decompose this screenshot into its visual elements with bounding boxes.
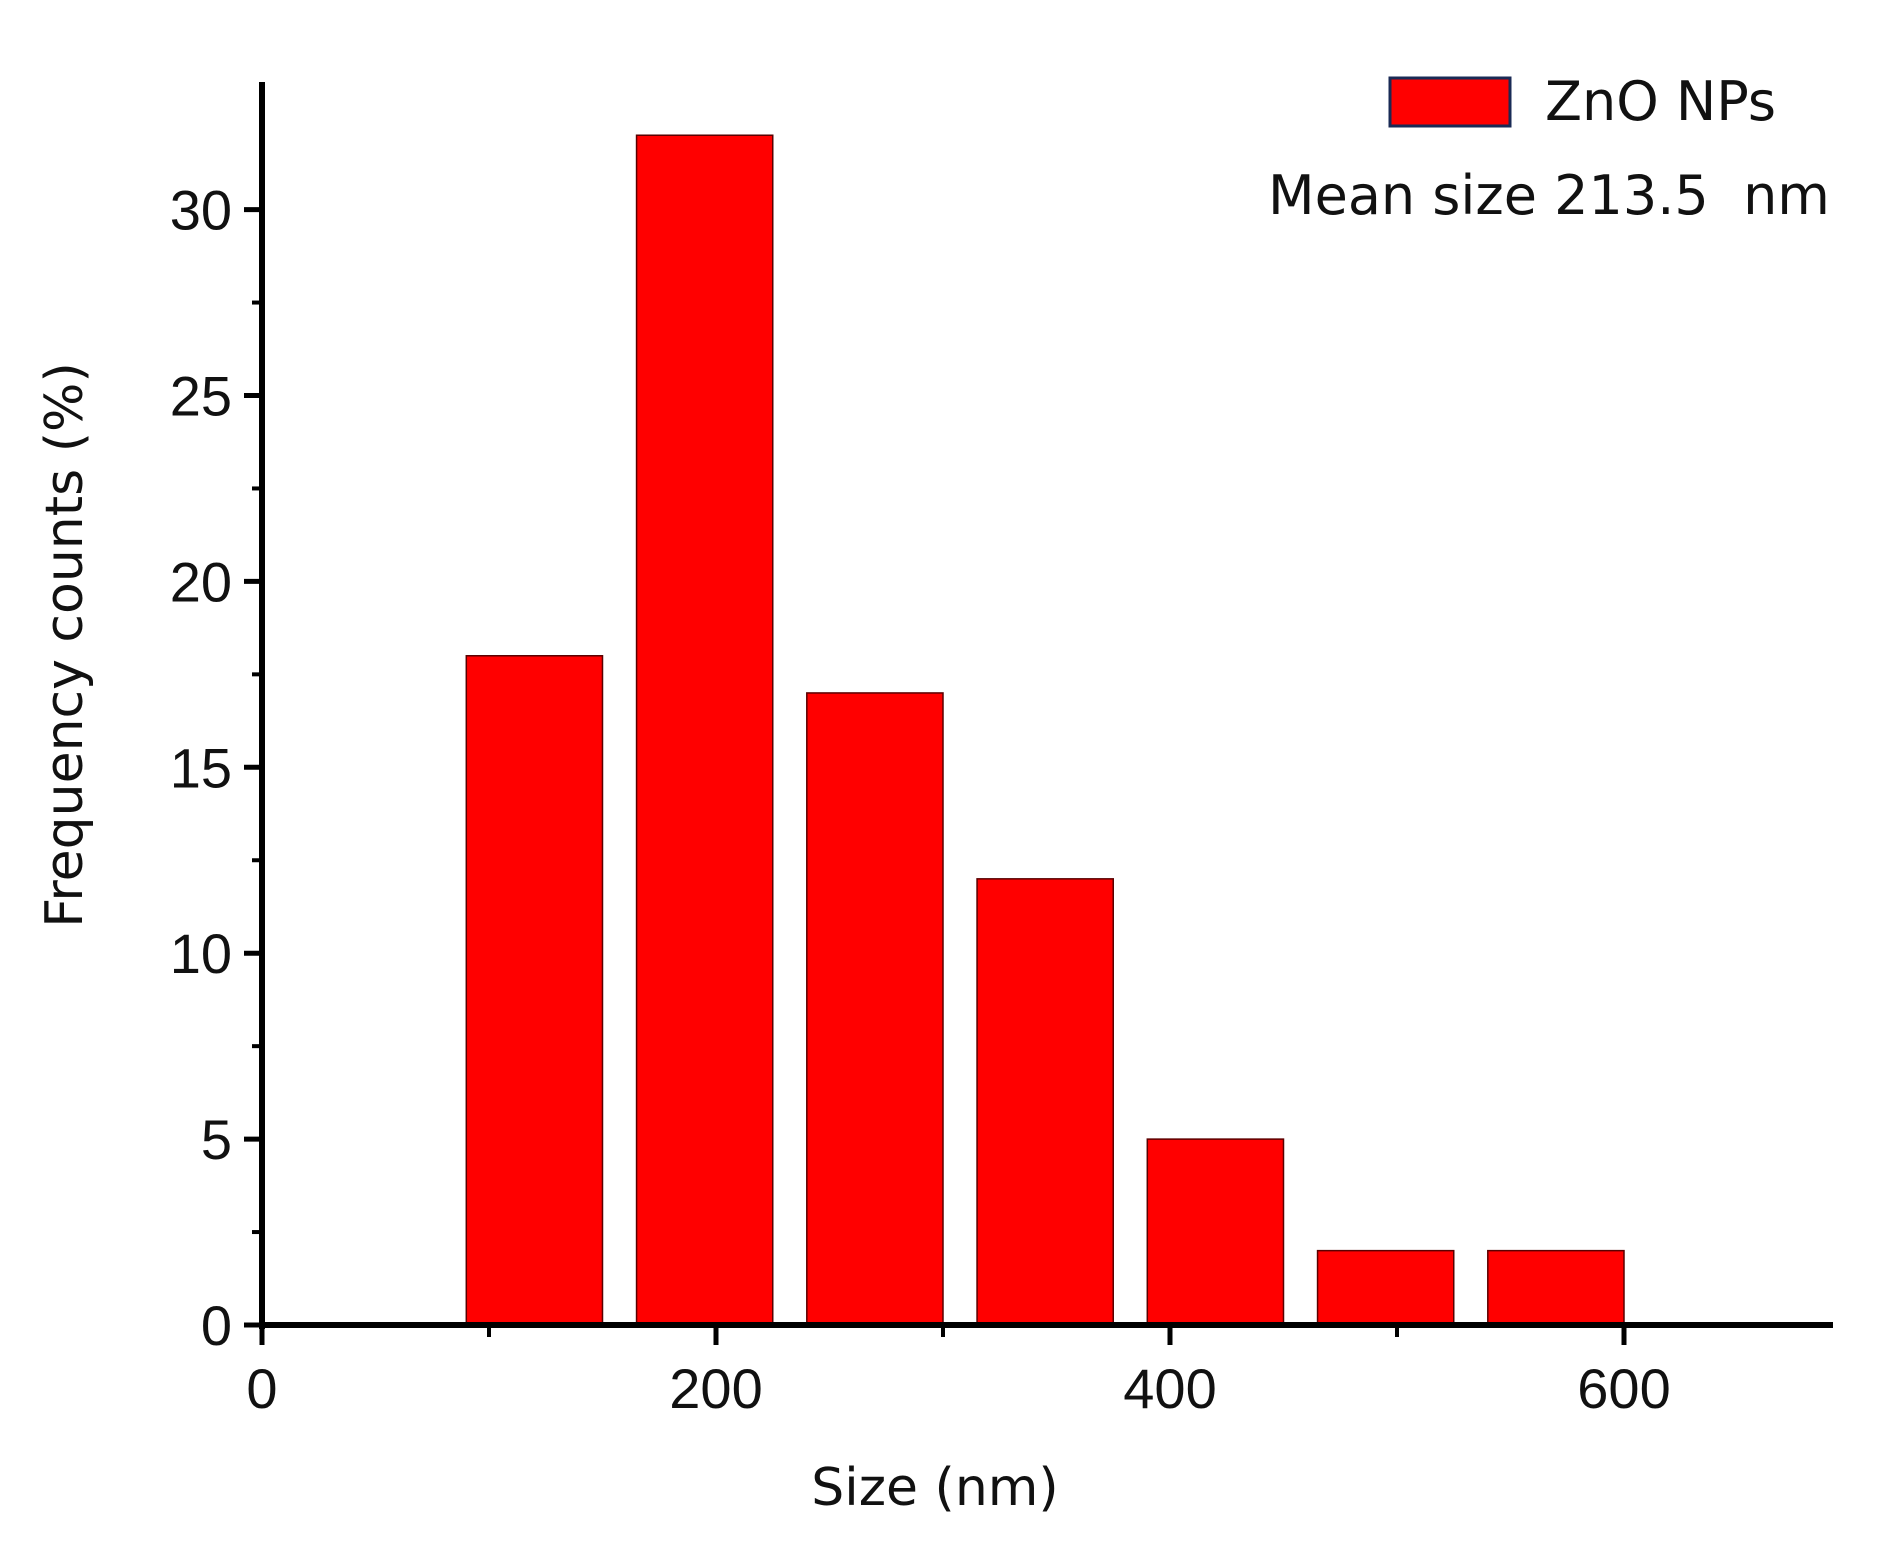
bar <box>806 692 944 1326</box>
bar <box>1316 1249 1455 1326</box>
x-tick-label: 200 <box>669 1357 762 1420</box>
bars-group <box>465 134 1625 1326</box>
y-tick-label: 5 <box>201 1108 232 1171</box>
x-tick-label: 0 <box>246 1357 277 1420</box>
ticks-group: 0 5 10 15 20 25 30 0 200 400 600 <box>170 179 1671 1420</box>
legend-swatch <box>1388 76 1512 128</box>
legend: ZnO NPs <box>1388 70 1776 133</box>
y-tick-label: 25 <box>170 365 232 428</box>
x-axis-title: Size (nm) <box>811 1458 1058 1518</box>
mean-size-annotation: Mean size 213.5 nm <box>1268 164 1830 227</box>
legend-label: ZnO NPs <box>1545 70 1776 133</box>
y-tick-label: 15 <box>170 736 232 799</box>
axes-group <box>259 82 1833 1329</box>
x-tick-label: 400 <box>1123 1357 1216 1420</box>
bar <box>1487 1249 1625 1326</box>
y-tick-label: 0 <box>201 1294 232 1357</box>
x-tick-label: 600 <box>1577 1357 1670 1420</box>
y-tick-label: 20 <box>170 550 232 613</box>
bar <box>1146 1138 1285 1326</box>
bar <box>635 134 774 1326</box>
y-tick-label: 10 <box>170 922 232 985</box>
y-axis-title: Frequency counts (%) <box>35 362 95 927</box>
y-tick-label: 30 <box>170 179 232 242</box>
bar <box>465 655 604 1326</box>
bar <box>976 878 1114 1326</box>
